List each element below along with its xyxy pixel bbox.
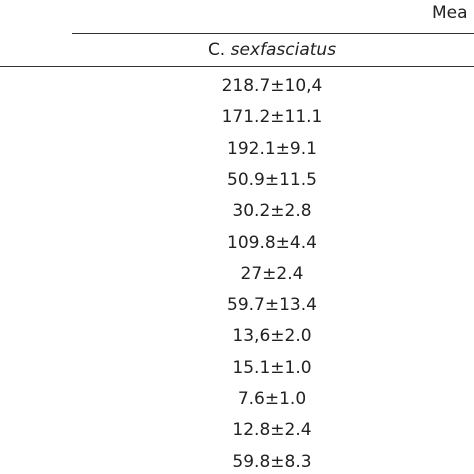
- table-cell: 192.1±9.1: [227, 138, 317, 159]
- genus: C.: [207, 40, 226, 60]
- header-rule: [72, 33, 474, 34]
- table-cell: 7.6±1.0: [237, 389, 307, 409]
- table-cell: 109.8±4.4: [227, 232, 317, 253]
- species: sexfasciatus: [230, 40, 337, 60]
- table-cell: 15.1±1.0: [232, 357, 312, 378]
- column-rule: [0, 66, 474, 67]
- table-cell: 59.7±13.4: [227, 295, 317, 316]
- column-header: C. sexfasciatus: [172, 40, 372, 60]
- table-cell: 30.2±2.8: [232, 201, 312, 222]
- group-label: Mea: [432, 3, 468, 23]
- table-cell: 13,6±2.0: [232, 326, 312, 347]
- table-cell: 171.2±11.1: [221, 107, 323, 128]
- table-cell: 12.8±2.4: [232, 420, 312, 441]
- table-cell: 50.9±11.5: [227, 169, 317, 190]
- table-cell: 59.8±8.3: [232, 451, 312, 472]
- table-cell: 218.7±10,4: [221, 76, 323, 96]
- table-cell: 27±2.4: [240, 263, 304, 284]
